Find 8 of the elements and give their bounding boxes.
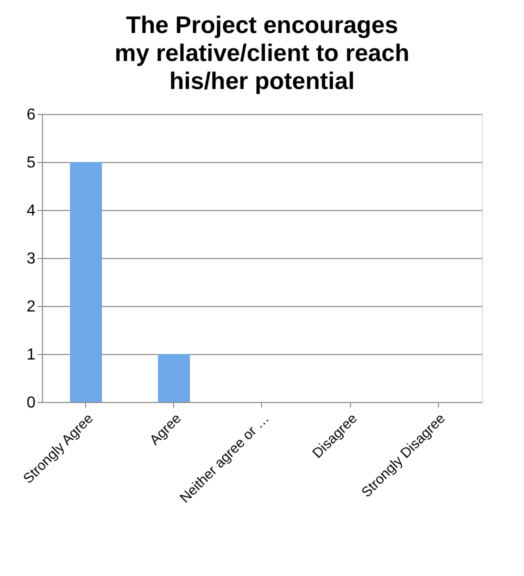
- y-tick-label: 3: [26, 250, 36, 268]
- y-tick-label: 2: [26, 298, 36, 316]
- chart-title: The Project encourages my relative/client to reach his/her potential: [114, 12, 410, 95]
- y-tick-label: 4: [26, 202, 36, 220]
- y-tick-label: 5: [26, 154, 36, 172]
- y-tick-label: 0: [26, 394, 36, 412]
- y-tick-label: 1: [26, 346, 36, 364]
- y-tick-label: 6: [26, 106, 36, 124]
